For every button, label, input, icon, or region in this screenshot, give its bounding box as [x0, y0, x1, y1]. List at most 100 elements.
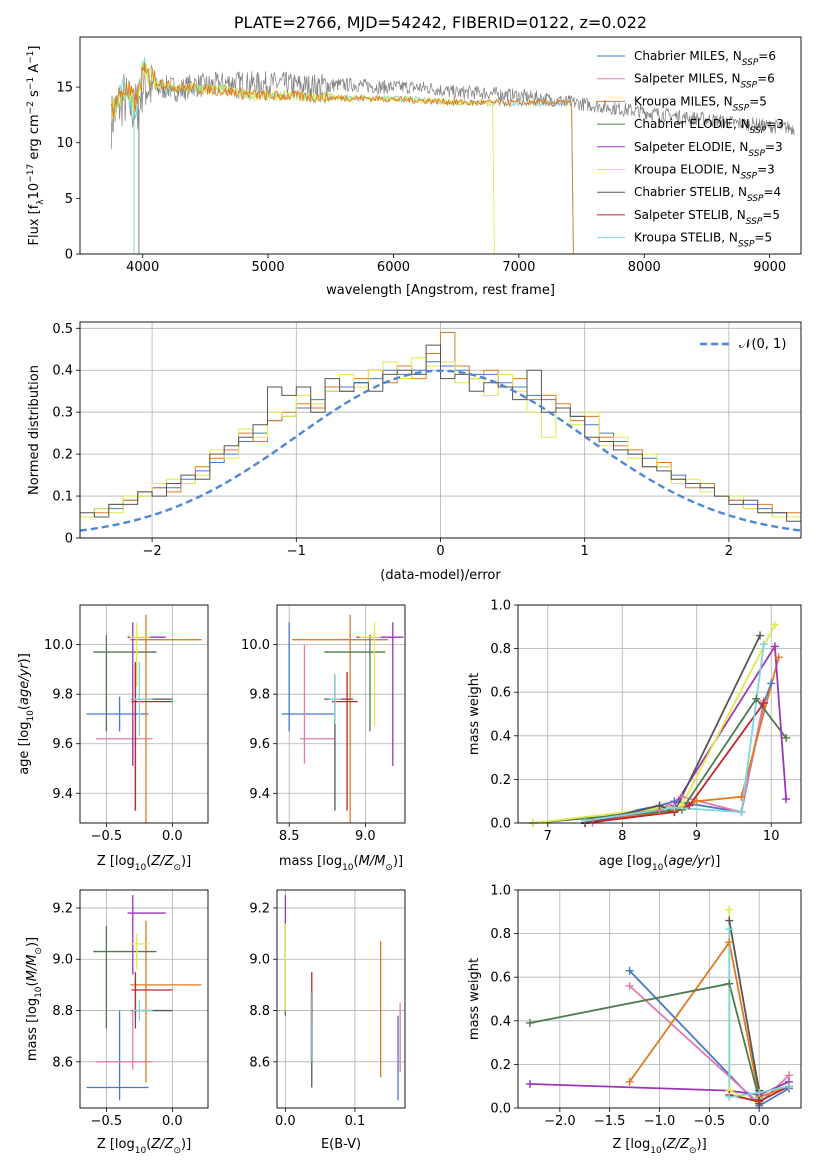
y-tick-label: 9.4: [249, 787, 270, 802]
panel-mass_vs_ebv: 0.0 0.1 8.6 8.8 9.0 9.2: [249, 889, 406, 1129]
label-part: 10: [652, 863, 664, 873]
panel-weight_vs_Z: −2.0 −1.5 −1.0 −0.5 0.0 0.0 0.2 0.4 0.6 0.8 1.0: [490, 884, 802, 1129]
label-part: =3: [765, 140, 783, 154]
label-part: )]: [181, 1137, 191, 1152]
x-tick-label: 7000: [502, 260, 535, 275]
weight-marker: [782, 795, 791, 804]
y-tick-label: 1.0: [490, 599, 511, 614]
x-tick-label: 6000: [377, 260, 410, 275]
label-part: SSP: [747, 194, 764, 204]
label-part: Chabrier STELIB, N: [634, 185, 747, 199]
histogram-step: [80, 357, 801, 522]
y-tick-label: 0: [65, 532, 73, 547]
weight-marker: [625, 966, 634, 975]
label-part: s: [27, 90, 42, 101]
x-tick-label: −2.0: [544, 1114, 576, 1129]
y-tick-label: 0.2: [490, 773, 511, 788]
weight-line: [529, 1080, 790, 1096]
label-part: Z [log: [97, 854, 135, 869]
weight-marker: [581, 816, 590, 825]
label-part: )]: [393, 854, 403, 869]
axes-frame: [276, 889, 406, 1109]
y-tick-label: 0.6: [490, 971, 511, 986]
x-tick-label: 10: [763, 829, 780, 844]
weight-marker: [737, 808, 746, 817]
label-part: (: [146, 854, 151, 869]
x-tick-label: 8.5: [279, 829, 300, 844]
y-tick-label: 0.0: [490, 1102, 511, 1117]
plot-area: [284, 895, 401, 1101]
x-tick-label: 0.1: [345, 1114, 366, 1129]
weight-marker: [785, 1082, 794, 1091]
axes-frame: [517, 604, 802, 824]
x-tick-label: 5000: [252, 260, 285, 275]
y-tick-label: 8.6: [52, 1055, 73, 1070]
label-part: )]: [710, 854, 720, 869]
label-part: Chabrier ELODIE, N: [634, 117, 750, 131]
weight-marker: [725, 938, 734, 947]
legend-label: Kroupa ELODIE, NSSP=3: [634, 163, 775, 182]
label-part: −17: [26, 164, 36, 183]
label-part: SSP: [741, 172, 758, 182]
chart-title: PLATE=2766, MJD=54242, FIBERID=0122, z=0…: [234, 13, 647, 32]
y-tick-label: 0: [65, 248, 73, 263]
x-axis-label: E(B-V): [321, 1137, 361, 1152]
x-tick-label: 9.0: [355, 829, 376, 844]
label-part: Kroupa ELODIE, N: [634, 163, 741, 177]
x-tick-label: 9: [693, 829, 701, 844]
x-tick-label: −1.0: [644, 1114, 676, 1129]
weight-marker: [677, 801, 686, 810]
legend-label: Salpeter STELIB, NSSP=5: [634, 208, 780, 227]
spectrum-line: [110, 62, 572, 118]
weight-marker: [759, 640, 768, 649]
label-part: =6: [757, 72, 775, 86]
label-part: SSP: [741, 81, 758, 91]
label-part: 10: [26, 710, 36, 722]
x-tick-label: −0.5: [91, 829, 123, 844]
label-part: ⊙: [34, 947, 44, 955]
weight-marker: [655, 801, 664, 810]
y-tick-label: 0.2: [52, 448, 73, 463]
x-tick-label: −1: [287, 544, 306, 559]
spectrum-edge: [492, 100, 495, 254]
weight-marker: [756, 631, 765, 640]
label-part: ]: [27, 46, 42, 51]
y-tick-label: 9.0: [249, 953, 270, 968]
legend-label: Kroupa MILES, NSSP=5: [634, 94, 767, 113]
label-part: M/M: [359, 854, 386, 869]
legend-label: Salpeter MILES, NSSP=6: [634, 72, 775, 91]
x-axis-label: mass [log10(M/M⊙)]: [279, 854, 403, 873]
weight-marker: [670, 803, 679, 812]
y-tick-label: 0.5: [52, 322, 73, 337]
y-tick-label: 0.4: [490, 1014, 511, 1029]
panel-mass_vs_Z: −0.5 0.0 8.6 8.8 9.0 9.2: [52, 889, 209, 1129]
y-tick-label: 10: [56, 136, 73, 151]
y-axis-label: mass weight: [467, 673, 482, 755]
weight-line: [584, 644, 765, 822]
label-part: (: [354, 854, 359, 869]
plot-area: [80, 332, 801, 532]
axes-frame: [79, 889, 209, 1109]
axes-frame: [79, 604, 209, 824]
legend-label: Salpeter ELODIE, NSSP=3: [634, 140, 783, 159]
label-part: mass [log: [25, 998, 40, 1061]
label-part: Flux [f: [27, 204, 42, 245]
label-part: =4: [764, 185, 782, 199]
label-part: Z/Z: [150, 854, 174, 869]
label-part: −1: [26, 51, 36, 64]
x-tick-label: 0.0: [162, 829, 183, 844]
y-tick-label: 0.1: [52, 490, 73, 505]
y-tick-label: 9.2: [52, 901, 73, 916]
y-tick-label: 0.3: [52, 406, 73, 421]
panel-residuals: −2 −1 0 1 2 0 0.1 0.2 0.3 0.4 0.5: [52, 321, 802, 559]
axes-frame: [517, 889, 802, 1109]
label-part: Kroupa MILES, N: [634, 94, 733, 108]
weight-marker: [725, 925, 734, 934]
legend-label: Chabrier ELODIE, NSSP=3: [634, 117, 784, 136]
plot-area: [532, 624, 787, 823]
y-axis-label: age [log10(age/yr)]: [17, 653, 36, 775]
y-tick-label: 9.4: [52, 787, 73, 802]
x-axis-label: (data-model)/error: [380, 568, 501, 583]
label-part: =3: [757, 163, 775, 177]
label-part: ⊙: [385, 863, 393, 873]
